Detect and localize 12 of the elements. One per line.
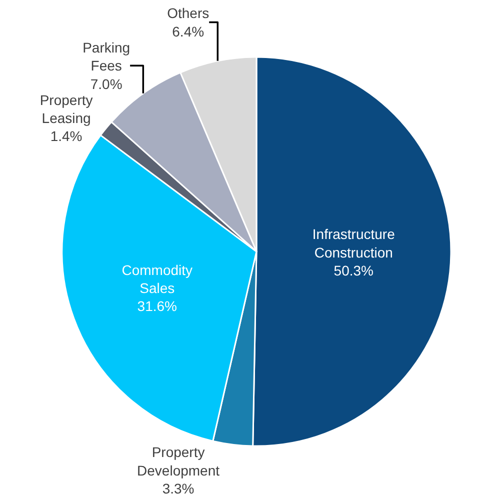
slice-label: Property Leasing <box>40 92 93 126</box>
slice-label: Parking Fees <box>82 39 130 74</box>
data-label: 31.6% <box>137 298 177 314</box>
slice-label: Property Development <box>137 444 220 478</box>
slice-label: Infrastructure Construction <box>312 226 396 260</box>
data-label: 6.4% <box>172 23 204 40</box>
data-label: 7.0% <box>90 76 122 92</box>
slice-label: Commodity Sales <box>122 262 193 296</box>
data-label: 50.3% <box>334 262 374 279</box>
data-label: 1.4% <box>50 128 82 144</box>
slice-label: Others <box>167 5 210 22</box>
data-label: 3.3% <box>162 480 194 497</box>
